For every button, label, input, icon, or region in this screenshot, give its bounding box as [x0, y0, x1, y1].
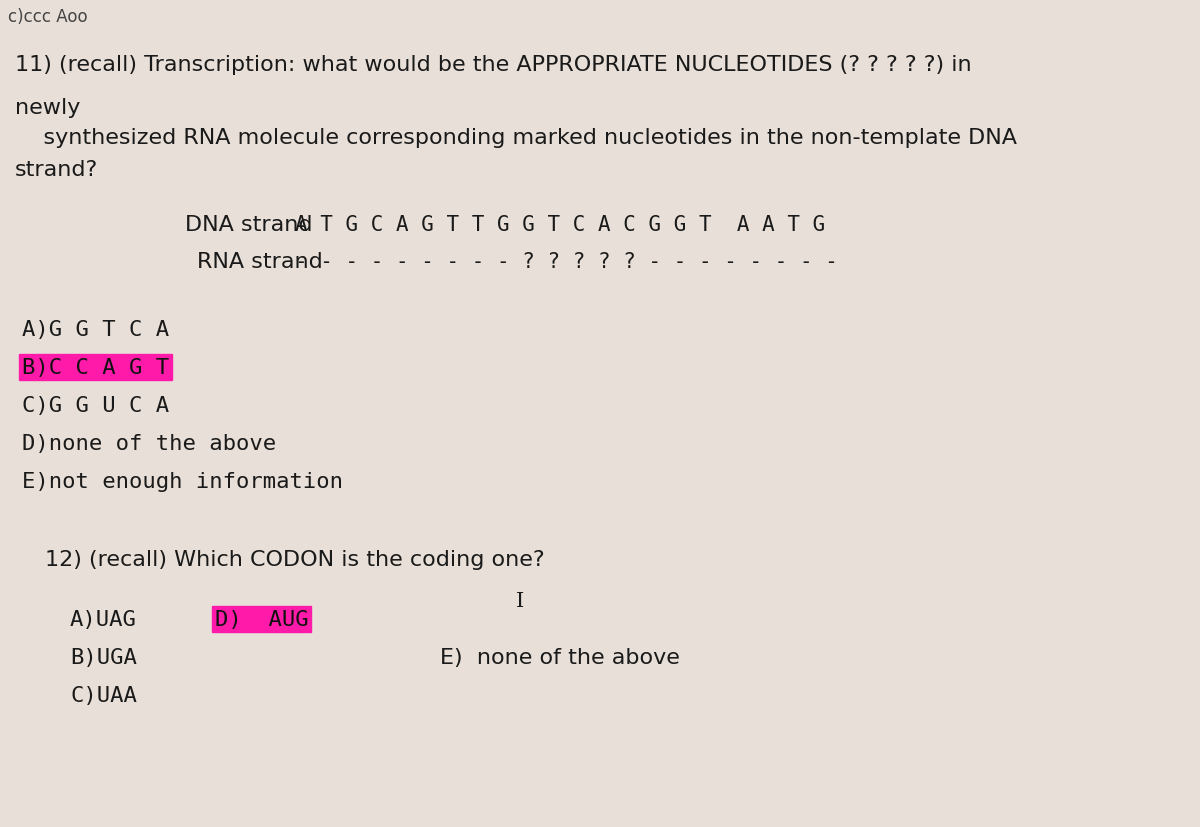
Text: B)C C A G T: B)C C A G T — [22, 357, 169, 378]
Text: DNA strand: DNA strand — [185, 215, 312, 235]
Text: A)UAG: A)UAG — [70, 609, 137, 629]
Text: I: I — [516, 591, 524, 610]
Text: A)G G T C A: A)G G T C A — [22, 319, 169, 340]
Text: D)  AUG: D) AUG — [215, 609, 308, 629]
Text: E)  none of the above: E) none of the above — [440, 648, 680, 667]
Text: c)ccc Aoo: c)ccc Aoo — [8, 8, 88, 26]
Text: newly: newly — [14, 98, 80, 118]
Text: E)not enough information: E)not enough information — [22, 471, 343, 491]
Text: RNA strand: RNA strand — [197, 251, 323, 272]
Text: D)none of the above: D)none of the above — [22, 433, 276, 453]
Text: B)UGA: B)UGA — [70, 648, 137, 667]
Text: A T G C A G T T G G T C A C G G T  A A T G: A T G C A G T T G G T C A C G G T A A T … — [295, 215, 826, 235]
Text: 11) (recall) Transcription: what would be the APPROPRIATE NUCLEOTIDES (? ? ? ? ?: 11) (recall) Transcription: what would b… — [14, 55, 972, 75]
Text: 12) (recall) Which CODON is the coding one?: 12) (recall) Which CODON is the coding o… — [46, 549, 545, 569]
Text: - - - - - - - - - ? ? ? ? ? - - - - - - - -: - - - - - - - - - ? ? ? ? ? - - - - - - … — [295, 251, 838, 272]
Text: synthesized RNA molecule corresponding marked nucleotides in the non-template DN: synthesized RNA molecule corresponding m… — [14, 128, 1018, 148]
Text: strand?: strand? — [14, 160, 98, 179]
Text: C)UAA: C)UAA — [70, 686, 137, 705]
Text: C)G G U C A: C)G G U C A — [22, 395, 169, 415]
